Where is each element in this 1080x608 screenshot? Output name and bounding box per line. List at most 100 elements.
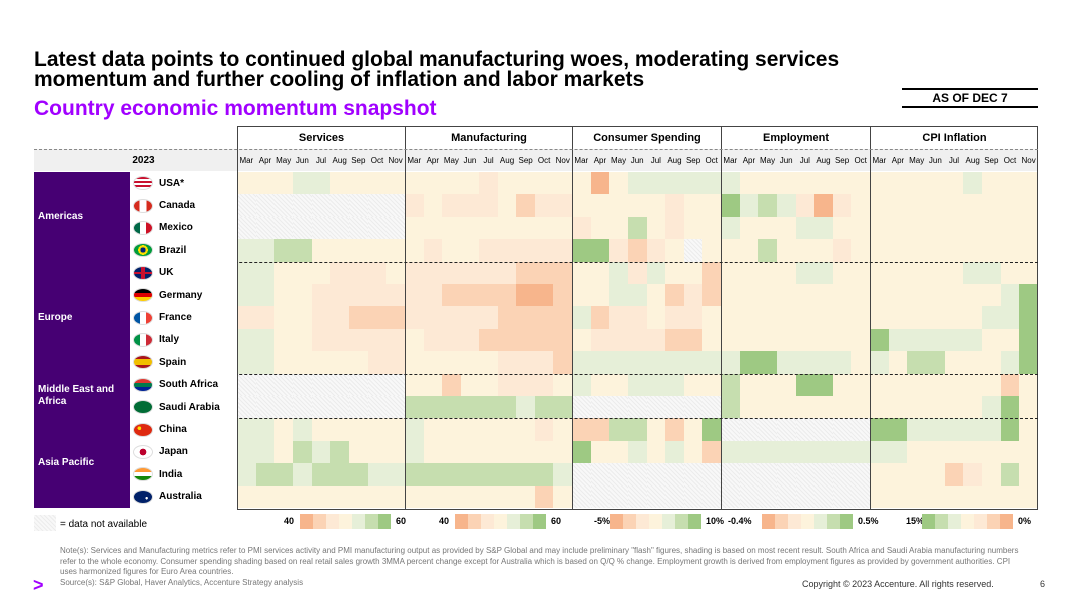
heatmap-cell (888, 418, 908, 442)
heatmap-cell (739, 172, 759, 195)
heatmap-cell (534, 463, 554, 487)
heatmap-cell (274, 328, 294, 352)
heatmap-cell (646, 306, 666, 330)
heatmap-cell (944, 418, 964, 442)
heatmap-cell (1000, 194, 1020, 218)
heatmap-cell (572, 239, 592, 263)
heatmap-cell (627, 284, 647, 307)
heatmap-cell (851, 418, 871, 442)
year-label: 2023 (34, 149, 237, 171)
heatmap-cell (237, 485, 257, 509)
legend-swatch (610, 514, 623, 529)
heatmap-cell (534, 418, 554, 442)
month-label: Mar (407, 155, 422, 165)
heatmap-cell (516, 194, 536, 218)
heatmap-cell (553, 463, 573, 487)
heatmap-cell (814, 418, 834, 442)
heatmap-cell (982, 239, 1002, 263)
heatmap-cell (982, 306, 1002, 330)
heatmap-cell (926, 440, 946, 464)
country-label: Saudi Arabia (159, 401, 220, 413)
heatmap-cell (237, 328, 257, 352)
heatmap-cell (982, 418, 1002, 442)
heatmap-cell (442, 284, 462, 307)
heatmap-cell (683, 194, 703, 218)
italy-flag-icon (133, 332, 153, 347)
heatmap-cell (572, 418, 592, 442)
heatmap-cell (646, 440, 666, 464)
month-label: May (909, 155, 925, 165)
heatmap-cell (776, 328, 796, 352)
heatmap-cell (907, 485, 927, 509)
heatmap-cell (627, 328, 647, 352)
heatmap-cell (795, 328, 815, 352)
country-label: Italy (159, 334, 180, 346)
na-swatch (34, 515, 56, 531)
heatmap-cell (497, 194, 517, 218)
heatmap-cell (255, 261, 275, 285)
heatmap-cell (442, 463, 462, 487)
country-label: Canada (159, 200, 196, 212)
heatmap-cell (814, 440, 834, 464)
heatmap-cell (255, 463, 275, 487)
canada-flag-icon (133, 198, 153, 213)
heatmap-cell (963, 194, 983, 218)
heatmap-cell (534, 306, 554, 330)
heatmap-cell (460, 306, 480, 330)
legend-scale (300, 514, 391, 529)
heatmap-cell (870, 172, 890, 195)
legend-swatch (814, 514, 827, 529)
heatmap-cell (405, 418, 425, 442)
heatmap-cell (386, 463, 406, 487)
heatmap-cell (405, 261, 425, 285)
heatmap-cell (255, 396, 275, 419)
legend-high-label: 60 (396, 516, 407, 526)
heatmap-cell (702, 463, 722, 487)
heatmap-cell (609, 373, 629, 397)
heatmap-cell (367, 373, 387, 397)
heatmap-cell (870, 440, 890, 464)
heatmap-cell (423, 396, 443, 419)
heatmap-cell (516, 239, 536, 263)
heatmap-cell (405, 328, 425, 352)
heatmap-cell (497, 284, 517, 307)
heatmap-cell (795, 351, 815, 375)
heatmap-cell (982, 396, 1002, 419)
heatmap-cell (739, 284, 759, 307)
heatmap-cell (851, 194, 871, 218)
heatmap-cell (442, 418, 462, 442)
heatmap-cell (311, 351, 331, 375)
heatmap-cell (721, 396, 741, 419)
heatmap-cell (739, 418, 759, 442)
heatmap-cell (795, 463, 815, 487)
heatmap-cell (255, 351, 275, 375)
month-label: Aug (965, 155, 980, 165)
heatmap-cell (460, 216, 480, 240)
country-row-japan: Japan (130, 440, 237, 464)
heatmap-cell (386, 351, 406, 375)
heatmap-cell (944, 485, 964, 509)
heatmap-cell (814, 463, 834, 487)
heatmap-cell (572, 351, 592, 375)
heatmap-cell (609, 216, 629, 240)
heatmap-cell (460, 194, 480, 218)
heatmap-cell (758, 485, 778, 509)
heatmap-cell (851, 396, 871, 419)
heatmap-cell (870, 485, 890, 509)
country-row-usa: USA* (130, 172, 237, 195)
heatmap-cell (1000, 396, 1020, 419)
month-label: Oct (1003, 155, 1017, 165)
heatmap-cell (572, 306, 592, 330)
month-label: Apr (742, 155, 756, 165)
heatmap-cell (311, 440, 331, 464)
heatmap-cell (870, 463, 890, 487)
heatmap-cell (479, 306, 499, 330)
heatmap-cell (665, 239, 685, 263)
month-label: Jul (948, 155, 960, 165)
heatmap-cell (311, 172, 331, 195)
heatmap-cell (982, 463, 1002, 487)
heatmap-cell (330, 172, 350, 195)
heatmap-cell (1000, 351, 1020, 375)
heatmap-cell (274, 351, 294, 375)
heatmap-cell (590, 284, 610, 307)
